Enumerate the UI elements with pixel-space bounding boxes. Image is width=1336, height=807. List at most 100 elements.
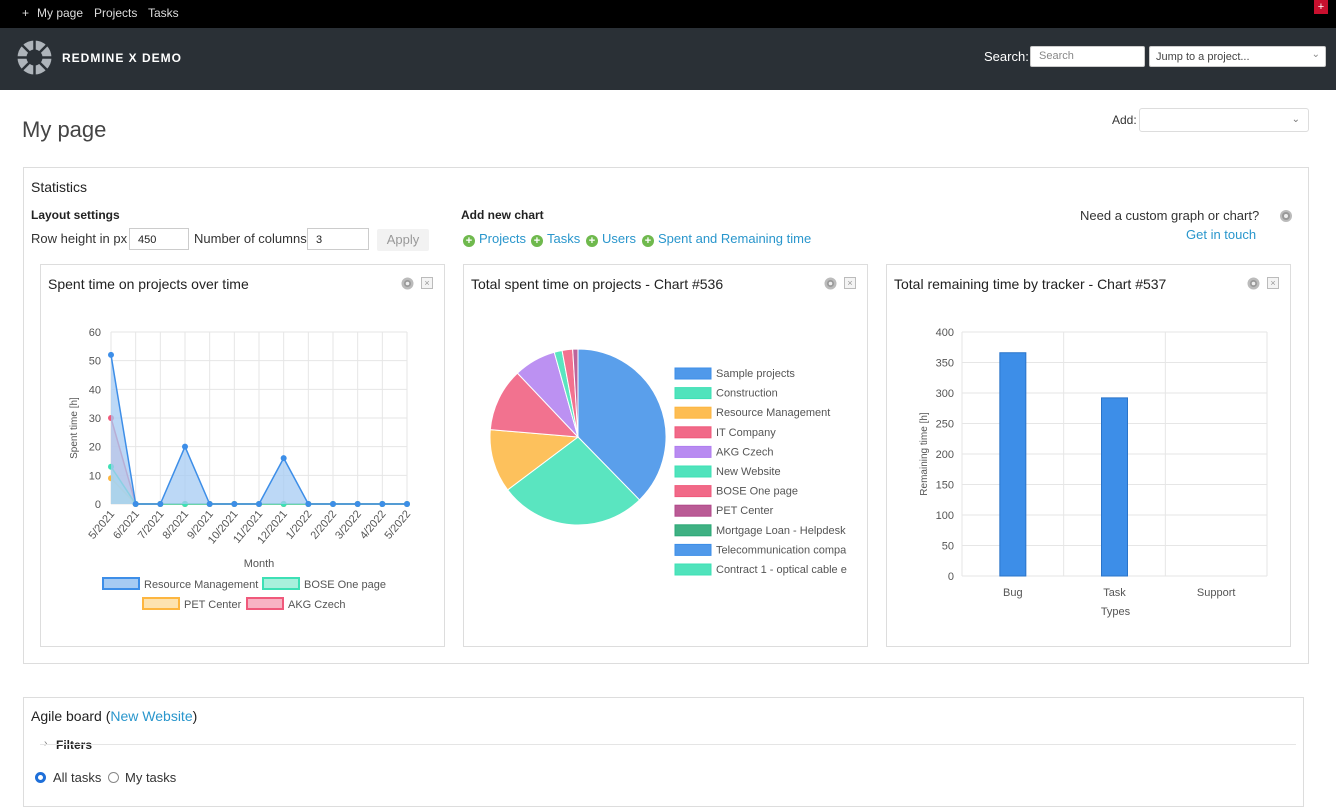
x-tick-label: 4/2022 xyxy=(358,508,389,541)
brand-title[interactable]: REDMINE X DEMO xyxy=(62,51,183,65)
search-input[interactable]: Search xyxy=(1030,46,1145,67)
data-point xyxy=(256,501,262,507)
top-menu-my-page[interactable]: My page xyxy=(37,6,84,20)
add-chart-spent-remaining[interactable]: + Spent and Remaining time xyxy=(642,231,811,247)
chart-box-spent-time: Spent time on projects over time × 0 10 20… xyxy=(40,264,445,647)
jump-to-project-select[interactable]: Jump to a project... ⌄ xyxy=(1149,46,1326,67)
columns-label: Number of columns xyxy=(194,231,307,246)
legend-label: Resource Management xyxy=(144,579,258,591)
y-tick-label: 250 xyxy=(936,419,954,431)
data-point xyxy=(157,501,164,507)
legend-swatch xyxy=(262,577,300,590)
data-point xyxy=(206,501,213,507)
data-point xyxy=(404,501,410,507)
gear-icon[interactable] xyxy=(401,277,414,290)
chart-title: Total remaining time by tracker - Chart … xyxy=(894,276,1167,292)
bar-chart: 0 50 100 150 200 250 300 350 400 Bug Task Support Ty… xyxy=(919,327,1268,618)
x-tick-label: 3/2022 xyxy=(333,508,364,541)
layout-settings-title: Layout settings xyxy=(31,208,120,222)
add-new-chart-title: Add new chart xyxy=(461,208,544,222)
bar xyxy=(999,352,1027,577)
gear-icon[interactable] xyxy=(824,277,837,290)
pie-slice xyxy=(577,348,667,501)
legend-label: Telecommunication compa xyxy=(716,544,847,556)
legend-swatch xyxy=(674,406,712,419)
add-chart-projects[interactable]: + Projects xyxy=(463,231,526,247)
legend-label: Sample projects xyxy=(716,368,795,380)
legend-swatch xyxy=(674,445,712,458)
legend-label: Construction xyxy=(716,388,778,400)
add-block-select[interactable]: ⌄ xyxy=(1139,108,1309,132)
legend-swatch xyxy=(102,577,140,590)
search-label: Search: xyxy=(984,49,1029,64)
x-axis-label: Types xyxy=(1101,606,1131,618)
close-icon[interactable]: × xyxy=(844,277,856,289)
pie-slice xyxy=(572,348,579,438)
y-axis-label: Spent time [h] xyxy=(69,397,80,459)
corner-plus-icon[interactable]: + xyxy=(1314,0,1328,14)
legend-swatch xyxy=(674,426,712,439)
close-icon[interactable]: × xyxy=(1267,277,1279,289)
legend-label: PET Center xyxy=(184,599,242,611)
gear-icon[interactable] xyxy=(1247,277,1260,290)
chevron-right-icon[interactable]: › xyxy=(44,738,47,749)
y-tick-label: 100 xyxy=(936,510,954,522)
divider xyxy=(40,744,1296,745)
columns-input[interactable]: 3 xyxy=(307,228,369,250)
custom-chart-question: Need a custom graph or chart? xyxy=(1080,208,1260,223)
chart-box-spent-projects: Total spent time on projects - Chart #53… xyxy=(463,264,868,647)
y-tick-label: 10 xyxy=(89,470,101,482)
row-height-input[interactable]: 450 xyxy=(129,228,189,250)
all-tasks-label: All tasks xyxy=(53,770,102,785)
legend-swatch xyxy=(674,485,712,498)
get-in-touch-link[interactable]: Get in touch xyxy=(1186,227,1257,242)
y-tick-label: 60 xyxy=(89,327,101,339)
gear-icon[interactable] xyxy=(1279,209,1293,223)
data-point xyxy=(132,501,139,507)
legend-swatch xyxy=(674,367,712,380)
x-tick-label: 1/2022 xyxy=(284,508,315,541)
my-tasks-radio[interactable] xyxy=(108,772,119,783)
add-chart-tasks[interactable]: + Tasks xyxy=(531,231,580,247)
agile-board-panel xyxy=(23,697,1304,807)
legend-swatch xyxy=(674,543,712,556)
chart-box-remaining-time: Total remaining time by tracker - Chart … xyxy=(886,264,1291,647)
data-point xyxy=(379,501,386,507)
x-tick-label: Support xyxy=(1197,587,1236,599)
logo-icon[interactable] xyxy=(17,40,52,75)
x-tick-label: 5/2022 xyxy=(382,508,413,541)
filters-toggle[interactable]: Filters xyxy=(56,738,93,752)
chevron-down-icon: ⌄ xyxy=(1311,49,1320,60)
legend-label: AKG Czech xyxy=(716,446,773,458)
legend-label: IT Company xyxy=(716,427,776,439)
add-icon: + xyxy=(463,235,475,247)
agile-board-title: Agile board (New Website) xyxy=(31,708,198,724)
top-menu-projects[interactable]: Projects xyxy=(94,6,138,20)
data-point xyxy=(231,501,238,507)
pie-chart: Sample projects Construction Resource Mana… xyxy=(489,348,847,576)
add-label: Add: xyxy=(1112,113,1137,127)
y-tick-label: 30 xyxy=(89,413,101,425)
statistics-title: Statistics xyxy=(31,179,88,195)
y-tick-label: 300 xyxy=(936,388,954,400)
close-icon[interactable]: × xyxy=(421,277,433,289)
all-tasks-radio[interactable] xyxy=(35,772,46,783)
apply-button[interactable]: Apply xyxy=(377,229,429,251)
bar xyxy=(1101,397,1128,577)
legend-swatch xyxy=(674,563,712,576)
series-area xyxy=(111,354,407,504)
line-chart: 01020304050605/20216/20217/20218/20219/2… xyxy=(69,327,413,611)
add-chart-users[interactable]: + Users xyxy=(586,231,636,247)
x-tick-label: 2/2022 xyxy=(308,508,339,541)
add-icon: + xyxy=(531,235,543,247)
data-point xyxy=(182,443,188,450)
legend-swatch xyxy=(674,387,712,400)
plus-icon[interactable]: + xyxy=(22,6,30,20)
top-menu-tasks[interactable]: Tasks xyxy=(148,6,179,20)
my-tasks-label: My tasks xyxy=(125,770,177,785)
y-tick-label: 200 xyxy=(936,449,954,461)
agile-project-link[interactable]: New Website xyxy=(110,708,193,724)
legend-label: PET Center xyxy=(716,505,774,517)
legend-label: Mortgage Loan - Helpdesk xyxy=(716,525,846,537)
pie-slice xyxy=(489,429,580,491)
